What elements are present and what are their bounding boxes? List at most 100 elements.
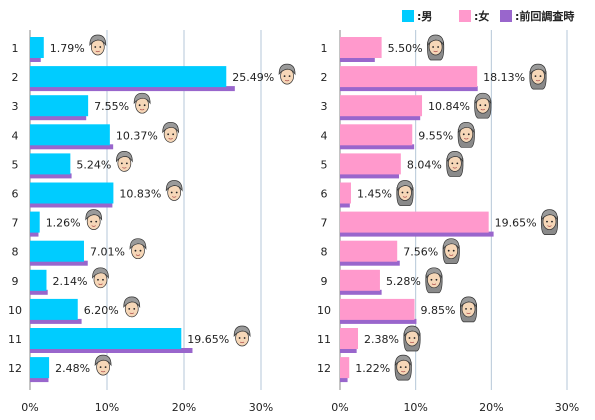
right-bar-previous — [340, 202, 350, 208]
male-face-icon-mouth — [135, 254, 141, 256]
male-face-icon — [92, 267, 109, 289]
male-face-icon — [278, 63, 296, 85]
left-bar-previous — [30, 202, 113, 208]
female-face-icon-eye — [437, 46, 440, 48]
right-bar-current — [340, 240, 398, 262]
male-face-icon-eye — [104, 366, 107, 368]
female-face-icon-eye — [465, 308, 467, 310]
left-category-label: 2 — [12, 71, 19, 84]
right-category-label: 11 — [317, 333, 331, 346]
right-category-label: 1 — [321, 42, 328, 55]
male-face-icon-eye — [134, 249, 137, 252]
right-value-label: 18.13% — [483, 71, 525, 84]
female-face-icon-eye — [413, 337, 416, 339]
left-category-label: 9 — [12, 275, 19, 288]
male-face-icon-hair — [123, 296, 141, 309]
right-x-tick-label: 30% — [555, 401, 579, 414]
male-face-icon — [233, 325, 251, 347]
right-bar-current — [340, 211, 489, 233]
right-chart: 0% 10% 20% 30% 1 5.50% 2 18.13% 3 10.84% 4 9.55% 5 8.… — [317, 30, 579, 414]
right-value-label: 5.28% — [386, 275, 421, 288]
left-value-label: 6.20% — [84, 304, 119, 317]
female-face-icon-eye — [534, 75, 537, 77]
male-face-icon-mouth — [100, 370, 106, 373]
female-face-icon — [394, 354, 412, 381]
female-face-icon — [403, 325, 421, 352]
female-face-icon-eye — [401, 191, 404, 194]
male-face-icon — [94, 354, 112, 376]
right-bar-current — [340, 37, 382, 58]
female-face-icon-eye — [484, 104, 487, 107]
left-bar-current — [30, 357, 50, 379]
male-face-icon-mouth — [168, 138, 173, 140]
right-x-tick-label: 20% — [479, 401, 503, 414]
male-face-icon-mouth — [139, 108, 145, 111]
male-face-icon-hair — [115, 151, 133, 163]
right-bar-current — [340, 153, 401, 175]
left-bar-previous — [30, 318, 82, 324]
female-face-icon-eye — [451, 162, 454, 165]
male-face-icon-mouth — [284, 79, 290, 82]
right-category-label: 4 — [321, 129, 328, 142]
right-value-label: 10.84% — [428, 100, 470, 113]
right-value-label: 8.04% — [407, 158, 442, 171]
left-category-label: 12 — [8, 362, 22, 375]
male-face-icon-hair — [233, 325, 251, 338]
male-face-icon-hair — [94, 354, 112, 367]
female-face-icon-eye — [447, 249, 450, 252]
female-face-icon-eye — [470, 308, 472, 310]
right-bar-previous — [340, 144, 415, 150]
legend-male-label: :男 — [417, 10, 433, 23]
left-bar-previous — [30, 348, 193, 353]
left-value-label: 2.48% — [55, 362, 90, 375]
right-bar-previous — [340, 377, 348, 383]
left-bar-current — [30, 66, 227, 88]
female-face-icon-mouth — [409, 341, 415, 344]
male-face-icon-mouth — [171, 196, 177, 198]
male-face-icon — [123, 296, 141, 318]
right-bar-current — [340, 182, 351, 204]
right-bar-previous — [340, 86, 478, 92]
left-bar-previous — [30, 57, 41, 62]
male-face-icon — [115, 151, 133, 172]
left-bar-current — [30, 298, 78, 320]
left-bar-current — [30, 182, 114, 204]
female-face-icon-mouth — [464, 138, 469, 140]
left-bar-previous — [30, 173, 72, 179]
left-bar-current — [30, 95, 89, 117]
male-face-icon-eye — [99, 366, 102, 368]
female-face-icon-hair — [457, 121, 475, 134]
female-face-icon-mouth — [433, 50, 438, 53]
male-face-icon — [165, 180, 183, 201]
male-face-icon-eye — [97, 278, 99, 281]
female-face-icon — [425, 267, 443, 294]
left-bar-current — [30, 37, 44, 58]
right-bar-current — [340, 298, 415, 320]
male-face-icon-mouth — [98, 283, 103, 285]
left-category-label: 1 — [12, 42, 19, 55]
female-face-icon-mouth — [401, 370, 406, 373]
male-face-icon-eye — [94, 46, 97, 48]
right-bar-current — [340, 95, 423, 117]
left-bar-previous — [30, 260, 88, 266]
left-bar-current — [30, 269, 47, 291]
male-face-icon-eye — [90, 220, 93, 223]
female-face-icon-eye — [408, 337, 411, 339]
left-category-label: 7 — [12, 217, 19, 230]
male-face-icon-hair — [129, 238, 147, 250]
legend-female-swatch — [459, 10, 471, 22]
female-face-icon-hair — [442, 238, 460, 250]
left-bar-current — [30, 240, 84, 262]
right-bar-previous — [340, 57, 375, 62]
female-face-icon — [474, 92, 492, 119]
female-face-icon-eye — [432, 46, 435, 48]
female-face-icon-hair — [460, 296, 477, 309]
left-category-label: 10 — [8, 304, 22, 317]
left-chart: 0% 10% 20% 30% 1 1.79% 2 25.49% 3 7.55% 4 10.37% 5 5.… — [8, 30, 296, 414]
female-face-icon-eye — [404, 366, 407, 368]
male-face-icon-mouth — [95, 50, 100, 53]
right-category-label: 7 — [321, 217, 328, 230]
female-face-icon-hair — [427, 34, 444, 47]
female-face-icon-mouth — [466, 312, 471, 314]
